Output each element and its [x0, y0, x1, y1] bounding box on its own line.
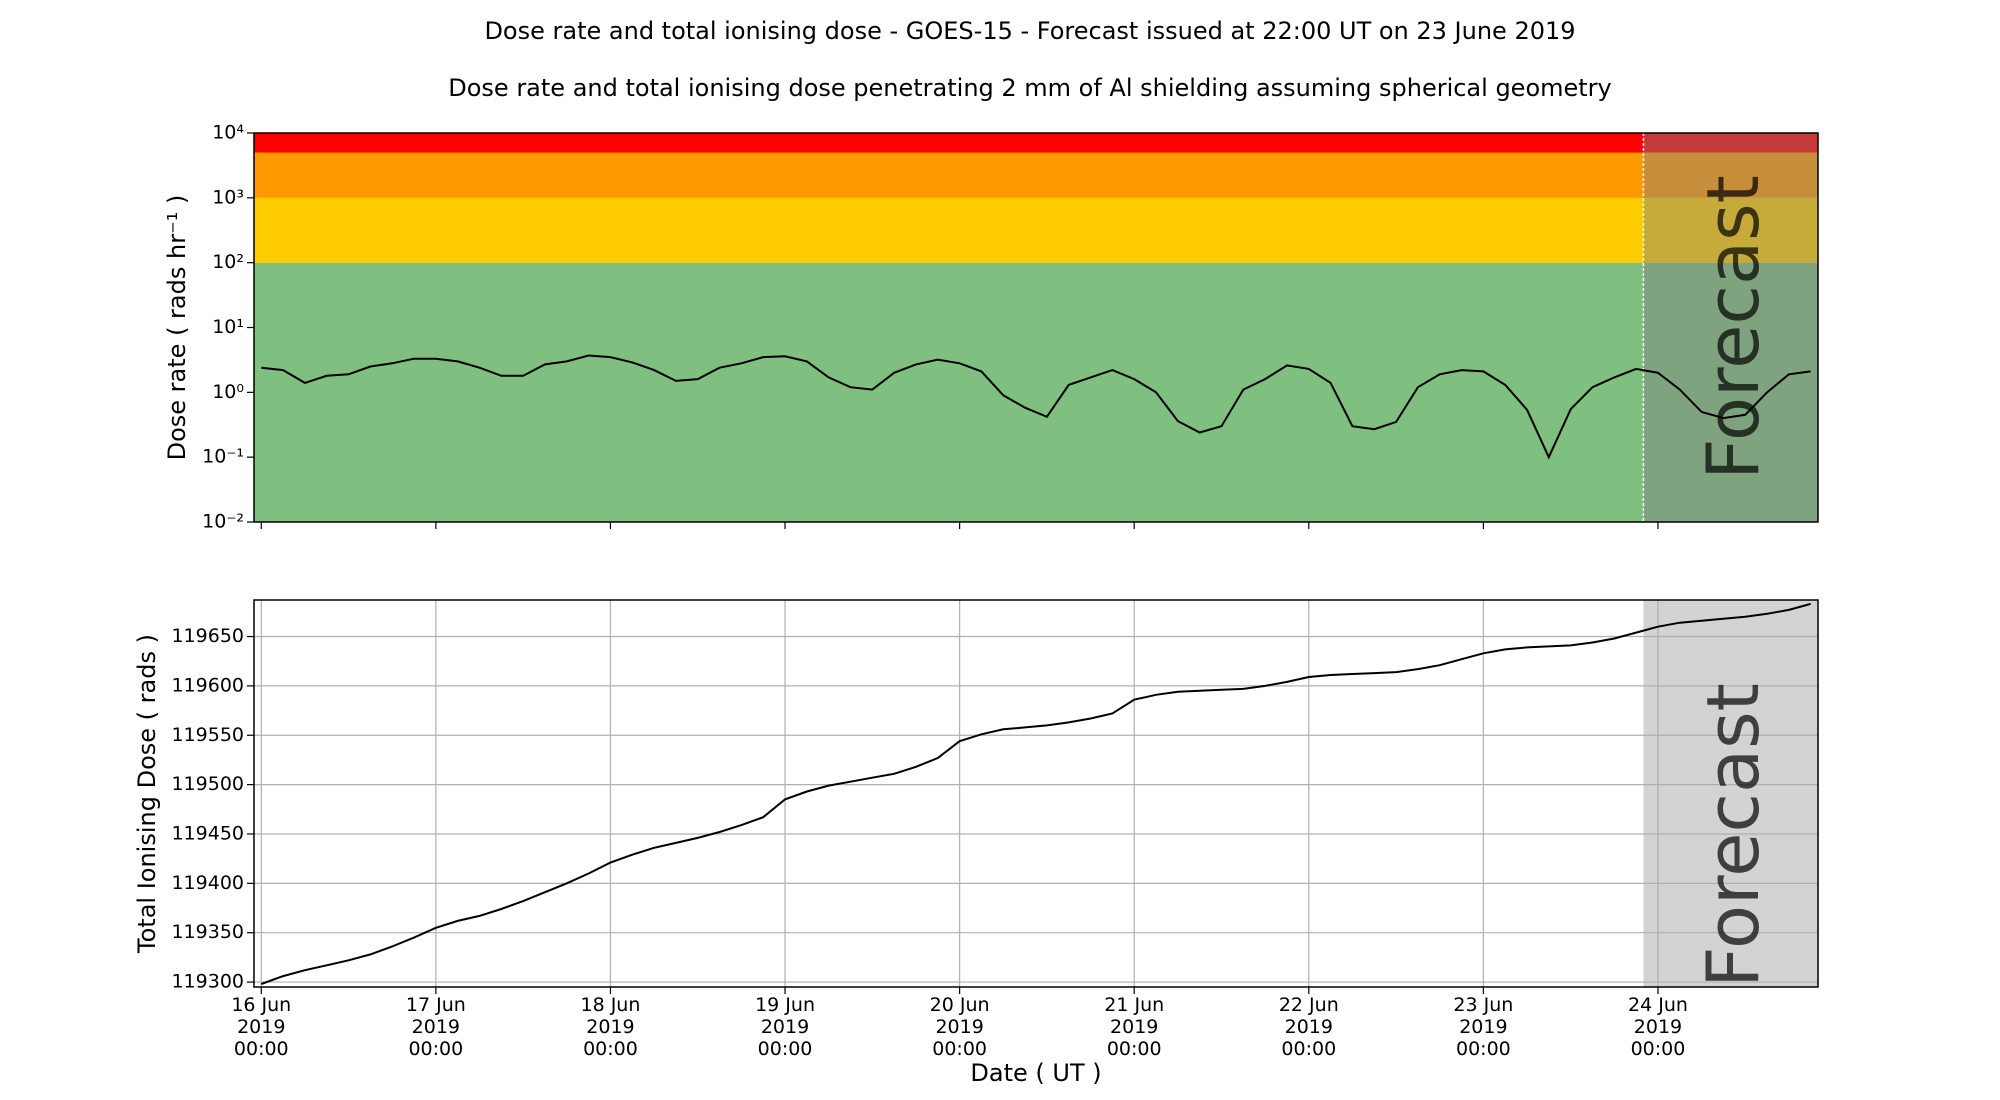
x-tick-label: 19 Jun 2019 00:00 [755, 994, 815, 1060]
y-tick-label: 10⁰ [212, 381, 244, 403]
band [254, 152, 1818, 198]
x-tick-label-line: 21 Jun [1104, 994, 1164, 1016]
axes-frame [253, 599, 1819, 988]
x-axis-label: Date ( UT ) [970, 1059, 1101, 1087]
x-tick-label-line: 2019 [1634, 1016, 1682, 1038]
y-tick-label: 119300 [171, 971, 244, 993]
x-tick-label: 22 Jun 2019 00:00 [1279, 994, 1339, 1060]
x-tick-label: 17 Jun 2019 00:00 [406, 994, 466, 1060]
y-tick-label: 119400 [171, 872, 244, 894]
x-tick-label-line: 00:00 [234, 1038, 289, 1060]
y-tick-label: 119600 [171, 674, 244, 696]
x-tick-label: 16 Jun 2019 00:00 [231, 994, 291, 1060]
x-tick-label-line: 00:00 [758, 1038, 813, 1060]
x-tick-label-line: 19 Jun [755, 994, 815, 1016]
y-axis-label: Total Ionising Dose ( rads ) [133, 634, 161, 954]
forecast-region [1643, 600, 1818, 987]
x-tick-label-line: 00:00 [1456, 1038, 1511, 1060]
x-tick-label-line: 00:00 [583, 1038, 638, 1060]
x-tick-label-line: 2019 [237, 1016, 285, 1038]
y-tick-label: 10¹ [212, 316, 244, 338]
y-tick-label: 119650 [171, 625, 244, 647]
band [254, 262, 1818, 522]
x-tick-label-line: 2019 [761, 1016, 809, 1038]
x-tick-label-line: 2019 [412, 1016, 460, 1038]
y-tick-label: 119350 [171, 921, 244, 943]
forecast-label: Forecast [1691, 175, 1775, 480]
x-tick-label-line: 00:00 [932, 1038, 987, 1060]
x-tick-label: 24 Jun 2019 00:00 [1628, 994, 1688, 1060]
x-tick-label: 20 Jun 2019 00:00 [930, 994, 990, 1060]
x-tick-label-line: 17 Jun [406, 994, 466, 1016]
x-tick-label-line: 20 Jun [930, 994, 990, 1016]
forecast-region [1643, 133, 1818, 522]
y-axis-label: Dose rate ( rads hr⁻¹ ) [163, 195, 191, 461]
y-tick-label: 119550 [171, 724, 244, 746]
data-line [260, 602, 1811, 985]
x-tick-label: 18 Jun 2019 00:00 [580, 994, 640, 1060]
y-tick-label: 10⁴ [212, 122, 244, 144]
x-tick-label-line: 00:00 [1281, 1038, 1336, 1060]
band [254, 197, 1818, 263]
plot-area: 10⁻² 10⁻¹ 10⁰ 10¹ 10² 10³ 10⁴ Forecast Dose rate… [163, 122, 1819, 533]
chart-subtitle: Dose rate and total ionising dose penetr… [448, 74, 1612, 102]
y-tick-label: 119500 [171, 773, 244, 795]
forecast-label: Forecast [1691, 683, 1775, 988]
y-tick-label: 10⁻¹ [202, 446, 244, 468]
x-tick-label-line: 2019 [586, 1016, 634, 1038]
axes-frame [253, 132, 1819, 523]
x-tick-label: 23 Jun 2019 00:00 [1453, 994, 1513, 1060]
x-tick-label: 21 Jun 2019 00:00 [1104, 994, 1164, 1060]
x-tick-label-line: 2019 [1285, 1016, 1333, 1038]
x-tick-label-line: 18 Jun [580, 994, 640, 1016]
y-tick-label: 10² [212, 251, 244, 273]
x-tick-label-line: 2019 [1459, 1016, 1507, 1038]
y-tick-label: 10³ [212, 186, 244, 208]
x-tick-label-line: 00:00 [1107, 1038, 1162, 1060]
x-tick-label-line: 00:00 [408, 1038, 463, 1060]
chart-title: Dose rate and total ionising dose - GOES… [484, 17, 1575, 45]
data-line [261, 354, 1811, 460]
x-tick-label-line: 16 Jun [231, 994, 291, 1016]
y-tick-label: 119450 [171, 822, 244, 844]
y-tick-label: 10⁻² [202, 511, 244, 533]
band [254, 133, 1818, 153]
x-tick-label-line: 24 Jun [1628, 994, 1688, 1016]
x-tick-label-line: 23 Jun [1453, 994, 1513, 1016]
x-tick-label-line: 2019 [1110, 1016, 1158, 1038]
x-tick-label-line: 22 Jun [1279, 994, 1339, 1016]
x-tick-label-line: 00:00 [1631, 1038, 1686, 1060]
x-tick-label-line: 2019 [935, 1016, 983, 1038]
